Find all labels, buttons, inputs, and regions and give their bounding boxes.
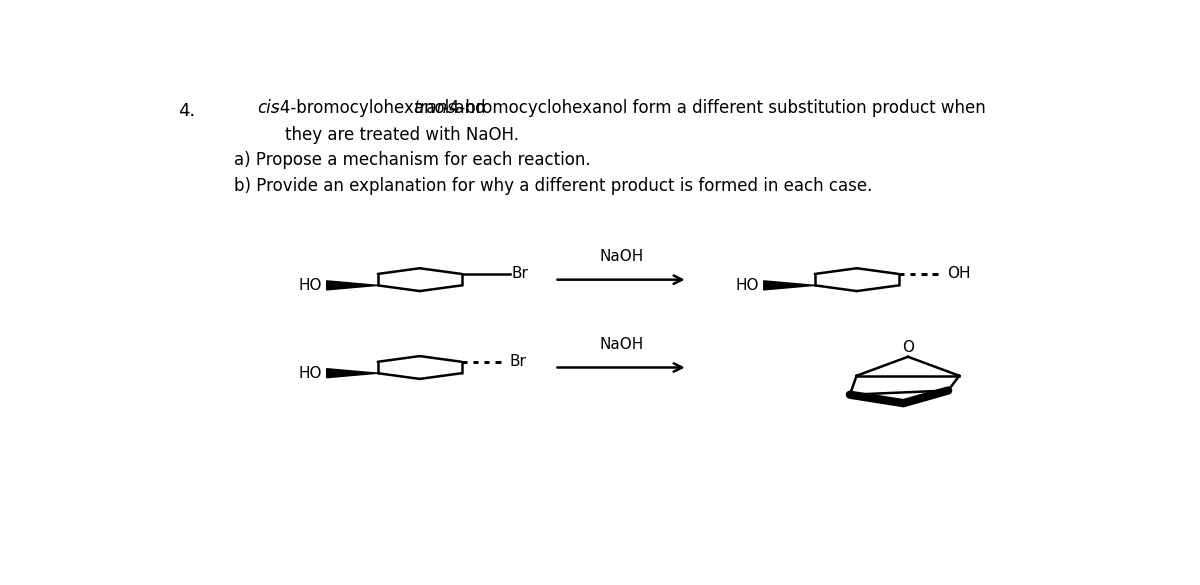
- Text: HO: HO: [299, 366, 322, 381]
- Text: they are treated with NaOH.: they are treated with NaOH.: [284, 126, 518, 143]
- Text: Br: Br: [510, 355, 527, 369]
- Text: NaOH: NaOH: [599, 249, 643, 264]
- Text: Br: Br: [512, 266, 529, 281]
- Text: a) Propose a mechanism for each reaction.: a) Propose a mechanism for each reaction…: [234, 152, 590, 169]
- Text: HO: HO: [736, 278, 760, 293]
- Text: -4-bromocylohexanol and: -4-bromocylohexanol and: [275, 99, 491, 118]
- Text: b) Provide an explanation for why a different product is formed in each case.: b) Provide an explanation for why a diff…: [234, 177, 872, 195]
- Polygon shape: [326, 369, 378, 378]
- Text: HO: HO: [299, 278, 322, 293]
- Text: -4-bromocyclohexanol form a different substitution product when: -4-bromocyclohexanol form a different su…: [443, 99, 985, 118]
- Polygon shape: [326, 281, 378, 290]
- Text: 4.: 4.: [178, 102, 196, 120]
- Text: trans: trans: [414, 99, 457, 118]
- Text: NaOH: NaOH: [599, 337, 643, 352]
- Text: O: O: [902, 340, 914, 355]
- Text: cis: cis: [257, 99, 280, 118]
- Polygon shape: [763, 281, 815, 290]
- Text: OH: OH: [947, 266, 971, 281]
